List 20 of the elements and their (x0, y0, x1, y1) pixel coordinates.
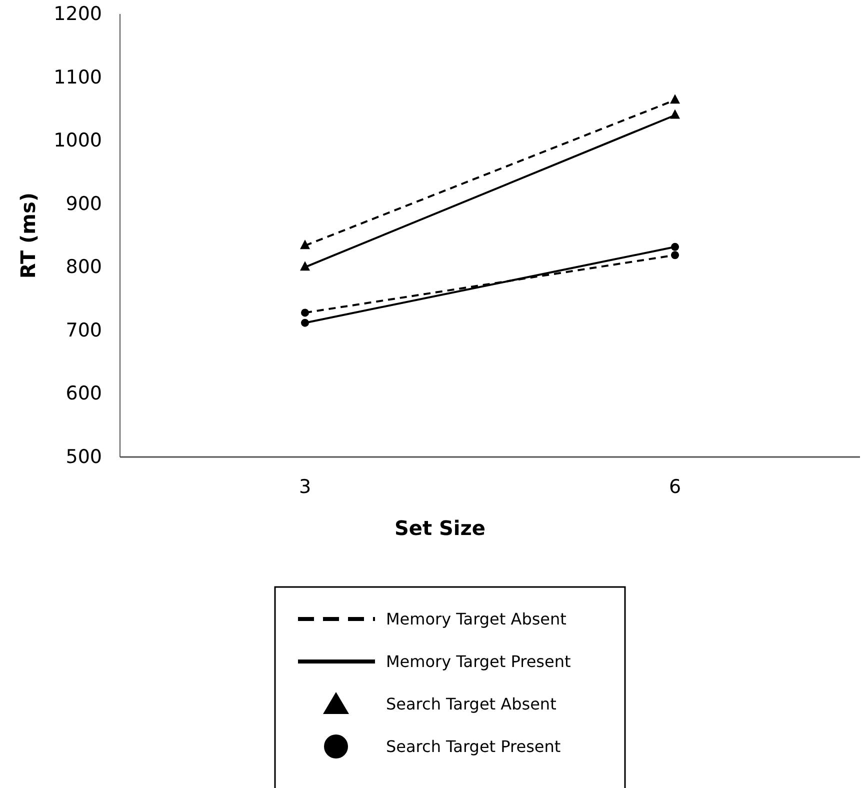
x-tick-label: 3 (298, 476, 312, 498)
y-tick-label: 900 (66, 192, 102, 215)
y-tick-label: 700 (66, 319, 102, 342)
text: Search Target Present (386, 737, 561, 756)
text: Memory Target Absent (386, 610, 566, 628)
point (671, 242, 679, 251)
text: Memory Target Present (386, 652, 571, 671)
y-tick-label: 1000 (54, 130, 102, 152)
y-tick-label: 800 (66, 256, 102, 278)
point (301, 318, 309, 327)
text: Search Target Absent (386, 694, 556, 714)
point (301, 308, 309, 317)
x-axis-title: Set Size (394, 516, 486, 540)
point (671, 251, 679, 260)
y-tick-label: 500 (66, 446, 102, 468)
y-tick-label: 600 (66, 382, 102, 405)
x-tick-label: 6 (668, 476, 682, 498)
y-tick-label: 1100 (54, 66, 102, 88)
y-tick-label: 1200 (54, 3, 102, 25)
y-axis-title: RT (ms) (16, 192, 40, 279)
